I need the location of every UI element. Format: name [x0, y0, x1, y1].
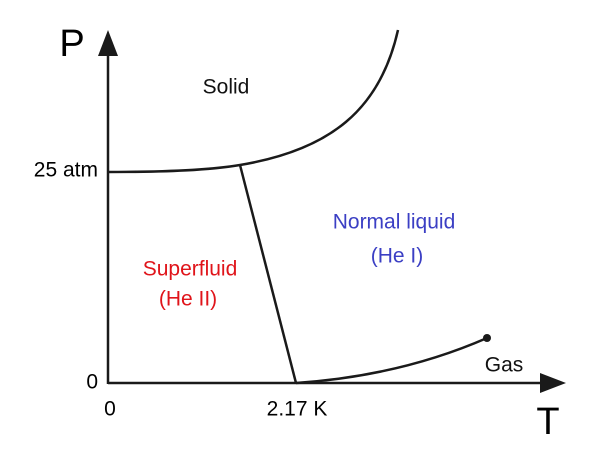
region-label: (He II) — [159, 288, 217, 311]
critical-point — [483, 334, 491, 342]
melting-curve — [107, 29, 400, 174]
lambda-line — [238, 164, 298, 384]
region-label: (He I) — [371, 245, 424, 268]
x-tick-label: 2.17 K — [267, 398, 328, 421]
y-axis-label: P — [59, 23, 84, 65]
region-label: Normal liquid — [333, 211, 456, 234]
vapor-curve — [295, 336, 488, 385]
region-label: Solid — [203, 76, 250, 99]
x-axis-label: T — [536, 401, 559, 443]
x-tick-label: 0 — [104, 398, 116, 421]
y-tick-label: 25 atm — [34, 159, 98, 182]
y-arrow — [98, 30, 118, 56]
region-label: Gas — [485, 354, 524, 377]
region-label: Superfluid — [143, 258, 238, 281]
y-tick-label: 0 — [86, 371, 98, 394]
curves — [106, 29, 545, 385]
x-arrow — [540, 373, 566, 393]
